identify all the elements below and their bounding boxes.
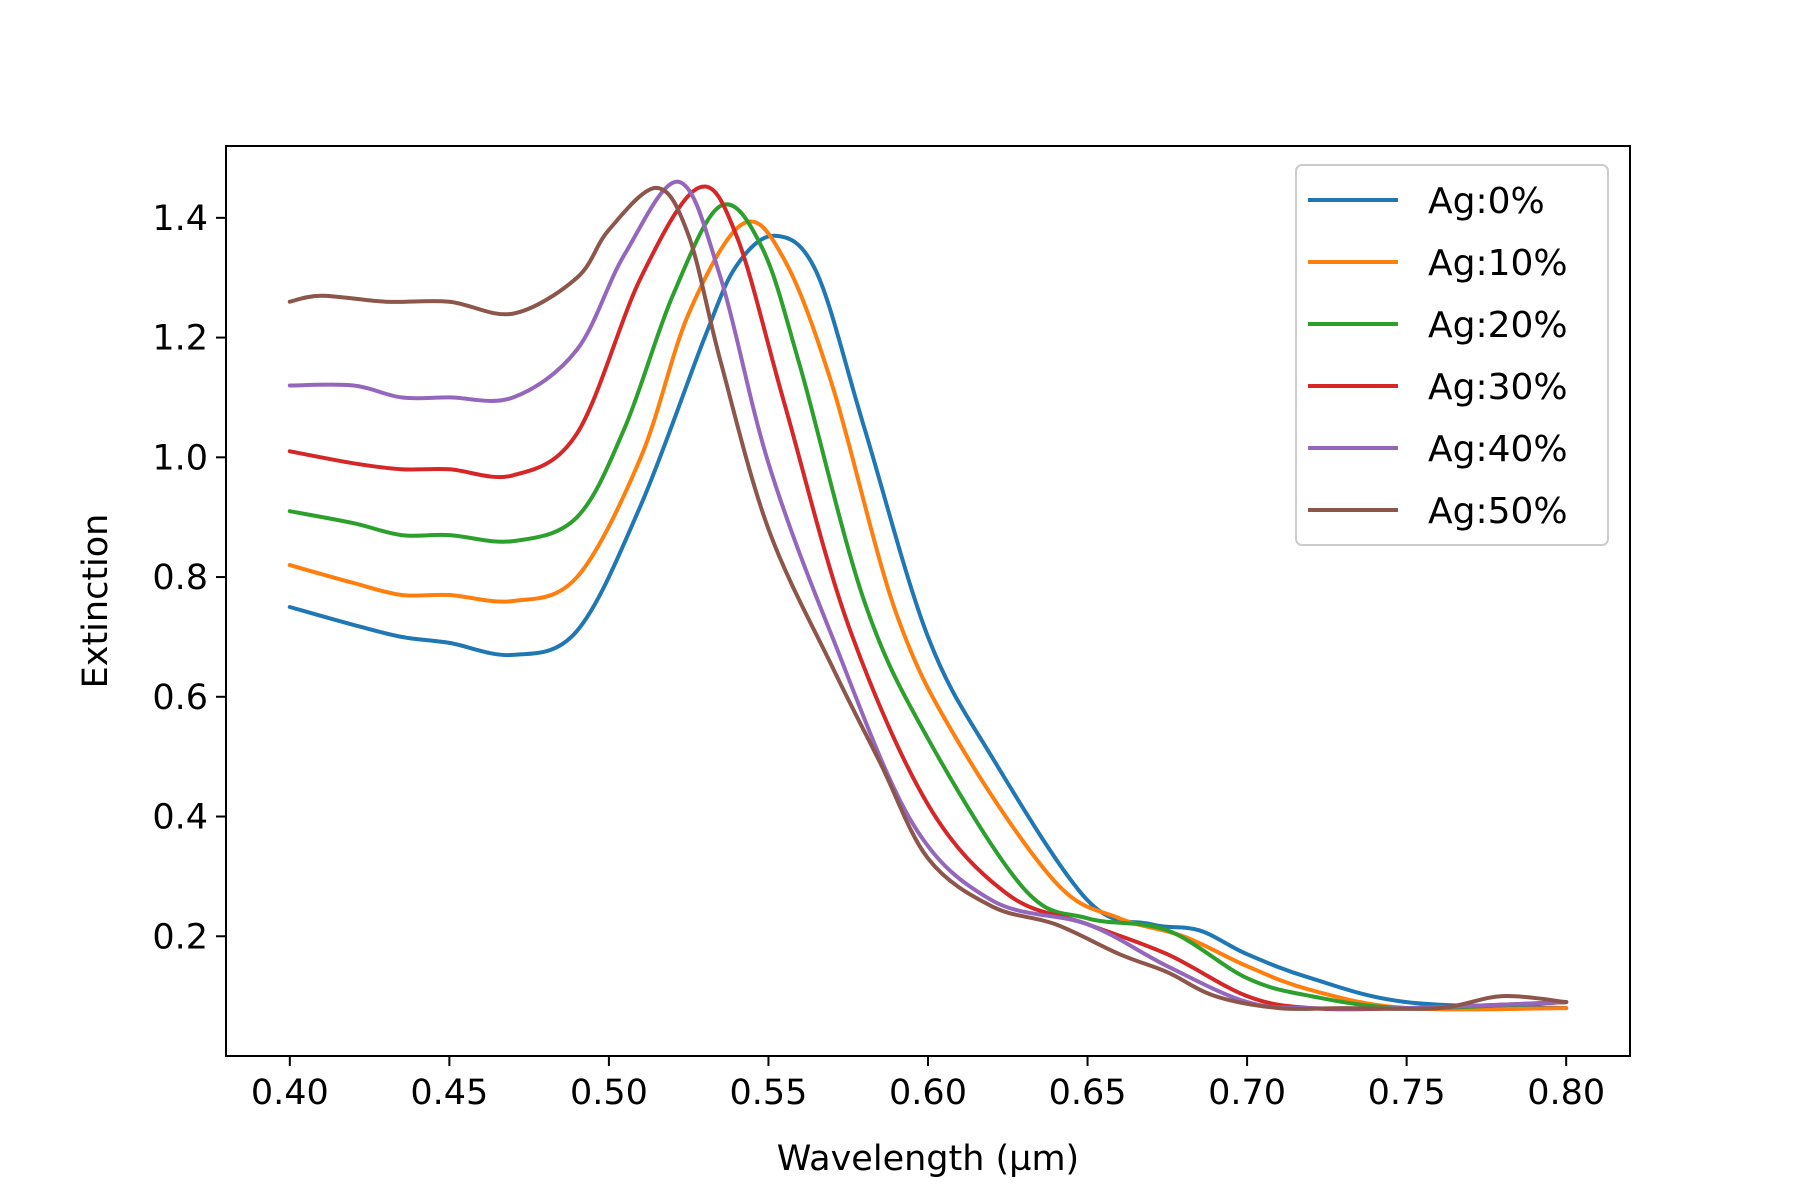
- x-tick-label: 0.55: [729, 1073, 807, 1113]
- legend: Ag:0% Ag:10% Ag:20% Ag:30% Ag:40% Ag:50%: [1295, 164, 1609, 546]
- legend-label: Ag:50%: [1428, 491, 1568, 532]
- legend-label: Ag:40%: [1428, 429, 1568, 470]
- legend-label: Ag:30%: [1428, 367, 1568, 408]
- x-tick-label: 0.65: [1049, 1073, 1127, 1113]
- x-axis: 0.40 0.45 0.50 0.55 0.60 0.65 0.70 0.75 0.80: [251, 1056, 1605, 1113]
- y-tick-label: 0.6: [152, 678, 208, 718]
- y-tick-label: 1.4: [152, 199, 208, 239]
- x-tick-label: 0.75: [1368, 1073, 1446, 1113]
- series-line-ag-20-: [287, 202, 1569, 1011]
- y-axis: 0.2 0.4 0.6 0.8 1.0 1.2 1.4: [152, 199, 226, 957]
- series-line-ag-0-: [287, 233, 1569, 1011]
- x-tick-label: 0.60: [889, 1073, 967, 1113]
- y-axis-label: Extinction: [76, 514, 116, 689]
- series-line-ag-10-: [287, 219, 1569, 1012]
- y-tick-label: 0.8: [152, 558, 208, 598]
- x-tick-label: 0.70: [1208, 1073, 1286, 1113]
- x-tick-label: 0.40: [251, 1073, 329, 1113]
- legend-label: Ag:0%: [1428, 181, 1545, 222]
- legend-label: Ag:20%: [1428, 305, 1568, 346]
- legend-label: Ag:10%: [1428, 243, 1568, 284]
- x-tick-label: 0.80: [1527, 1073, 1605, 1113]
- series-line-ag-50-: [287, 185, 1569, 1011]
- legend-box: [1295, 164, 1609, 546]
- x-tick-label: 0.45: [410, 1073, 488, 1113]
- series-line-ag-30-: [287, 184, 1569, 1012]
- y-tick-label: 0.4: [152, 798, 208, 838]
- y-tick-label: 0.2: [152, 917, 208, 957]
- y-tick-label: 1.2: [152, 319, 208, 359]
- x-tick-label: 0.50: [570, 1073, 648, 1113]
- plot-lines: [287, 179, 1569, 1012]
- y-tick-label: 1.0: [152, 438, 208, 478]
- x-axis-label: Wavelength (µm): [777, 1139, 1079, 1179]
